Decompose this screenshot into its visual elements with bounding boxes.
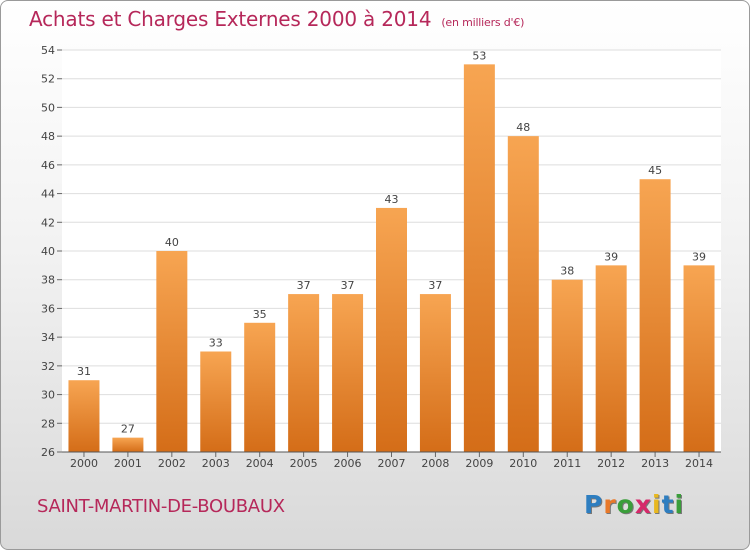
chart-unit: (en milliers d'€) — [441, 16, 525, 29]
bar-value-label: 35 — [253, 308, 267, 321]
proxiti-logo[interactable]: Proxiti — [584, 490, 684, 519]
bar — [68, 380, 100, 452]
bar — [463, 64, 495, 452]
x-tick-label: 2009 — [465, 457, 493, 470]
bar — [376, 207, 407, 452]
x-axis-labels: 2000 2001 2002 2003 2004 2005 2006 2007 2008 2009… — [70, 452, 713, 470]
y-tick-label: 38 — [41, 274, 55, 287]
logo-letter: o — [616, 490, 635, 519]
bar — [244, 322, 276, 452]
y-tick-label: 26 — [41, 446, 55, 459]
bar — [595, 265, 627, 452]
x-tick-label: 2011 — [553, 457, 581, 470]
bar-value-label: 48 — [516, 121, 530, 134]
x-tick-label: 2008 — [421, 457, 449, 470]
bar-value-label: 39 — [604, 250, 618, 263]
y-tick-label: 36 — [41, 302, 55, 315]
bar-value-label: 43 — [385, 193, 399, 206]
chart-title: Achats et Charges Externes 2000 à 2014 (e… — [29, 7, 524, 31]
y-tick-label: 52 — [41, 73, 55, 86]
bar-value-label: 45 — [648, 164, 662, 177]
bar — [332, 294, 364, 452]
x-tick-label: 2006 — [334, 457, 362, 470]
bar — [639, 179, 671, 452]
town-name: SAINT-MARTIN-DE-BOUBAUX — [37, 496, 285, 517]
y-tick-label: 32 — [41, 360, 55, 373]
y-tick-label: 42 — [41, 216, 55, 229]
y-tick-label: 40 — [41, 245, 55, 258]
x-tick-label: 2000 — [70, 457, 98, 470]
x-tick-label: 2007 — [378, 457, 406, 470]
logo-letter: x — [634, 490, 652, 519]
y-tick-label: 34 — [41, 331, 55, 344]
bar-value-label: 31 — [77, 365, 91, 378]
logo-letter: i — [674, 490, 685, 519]
chart-title-text: Achats et Charges Externes 2000 à 2014 — [29, 7, 432, 31]
logo-letter: P — [584, 490, 604, 519]
logo-letter: t — [661, 490, 675, 519]
x-tick-label: 2002 — [158, 457, 186, 470]
x-tick-label: 2010 — [509, 457, 537, 470]
bar-value-label: 40 — [165, 236, 179, 249]
logo-letter: i — [652, 490, 662, 519]
bar — [683, 265, 715, 452]
bar-value-label: 38 — [560, 265, 574, 278]
y-tick-label: 46 — [41, 159, 55, 172]
x-tick-label: 2001 — [114, 457, 142, 470]
bar — [507, 136, 539, 452]
y-axis-labels: 26 28 30 32 34 36 38 40 42 44 46 48 50 52 54 — [41, 44, 55, 459]
bar — [156, 251, 188, 452]
y-tick-label: 50 — [41, 101, 55, 114]
y-tick-label: 48 — [41, 130, 55, 143]
bar — [419, 294, 451, 452]
bar-value-label: 37 — [297, 279, 311, 292]
bar-value-label: 53 — [472, 49, 486, 62]
x-tick-label: 2012 — [597, 457, 625, 470]
bar-value-label: 27 — [121, 423, 135, 436]
logo-letter: r — [603, 490, 617, 519]
bar — [200, 351, 232, 452]
x-tick-label: 2005 — [290, 457, 318, 470]
y-tick-label: 54 — [41, 44, 55, 57]
bar — [288, 294, 320, 452]
bars: 31 27 40 33 35 37 37 43 37 53 48 38 39 45 39 — [68, 49, 715, 452]
bar — [112, 437, 144, 452]
x-tick-label: 2013 — [641, 457, 669, 470]
bar-value-label: 37 — [428, 279, 442, 292]
y-tick-label: 30 — [41, 389, 55, 402]
bar-value-label: 39 — [692, 250, 706, 263]
x-tick-label: 2004 — [246, 457, 274, 470]
x-tick-label: 2014 — [685, 457, 713, 470]
y-tick-label: 44 — [41, 188, 55, 201]
bar — [551, 279, 583, 452]
x-tick-label: 2003 — [202, 457, 230, 470]
y-tick-label: 28 — [41, 417, 55, 430]
bar-value-label: 37 — [341, 279, 355, 292]
bar-value-label: 33 — [209, 337, 223, 350]
